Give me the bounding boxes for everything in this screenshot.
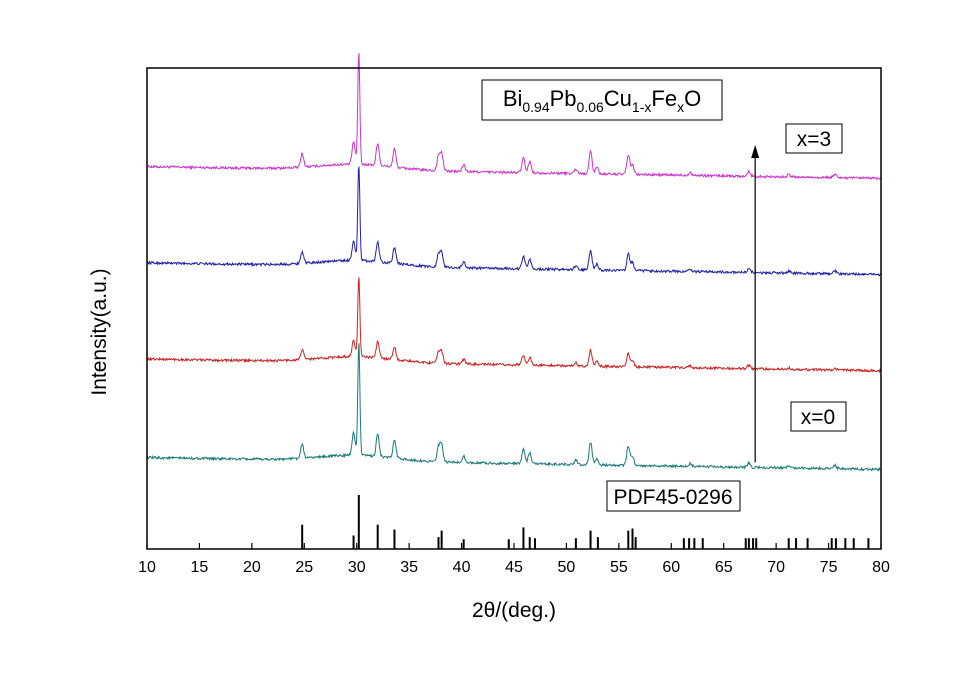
x-tick-label: 55 [610, 559, 628, 576]
x-tick-label: 65 [715, 559, 733, 576]
formula-bi-sub: 0.94 [522, 99, 549, 115]
x-tick-label: 25 [295, 559, 313, 576]
xrd-series-0 [146, 53, 882, 181]
x-axis-title: 2θ/(deg.) [472, 599, 556, 622]
label-x0: x=0 [790, 401, 847, 432]
x-axis-ticks: 10 15 20 25 30 35 40 45 50 55 60 65 70 75 80 [138, 543, 890, 576]
x-tick-label: 45 [505, 559, 523, 576]
formula-box: Bi0.94Pb0.06Cu1-xFexO [481, 79, 723, 121]
formula-fe-sub: x [677, 99, 684, 115]
x-tick-label: 40 [453, 559, 471, 576]
x-tick-label: 75 [820, 559, 838, 576]
label-reference-text: PDF45-0296 [613, 486, 732, 509]
arrow-head [751, 144, 760, 158]
label-x0-text: x=0 [801, 406, 835, 429]
xrd-series-1 [146, 166, 881, 277]
label-reference: PDF45-0296 [606, 480, 741, 512]
label-x3-text: x=3 [797, 128, 831, 151]
x-tick-label: 30 [348, 559, 366, 576]
y-axis-title: Intensity(a.u.) [88, 268, 111, 395]
x-tick-label: 20 [243, 559, 261, 576]
formula-pb: Pb [550, 86, 577, 111]
reference-pattern [301, 495, 870, 549]
x-tick-label: 15 [191, 559, 209, 576]
formula-cu: Cu [604, 86, 632, 111]
x-tick-label: 80 [872, 559, 890, 576]
series-layer [146, 53, 882, 472]
x-tick-label: 70 [767, 559, 785, 576]
xrd-series-3 [146, 343, 881, 472]
x-tick-label: 50 [558, 559, 576, 576]
label-x3: x=3 [785, 123, 843, 154]
formula-o: O [684, 86, 701, 111]
formula-pb-sub: 0.06 [577, 99, 604, 115]
formula-bi: Bi [503, 86, 523, 111]
x-tick-label: 60 [662, 559, 680, 576]
xrd-series-2 [146, 277, 882, 374]
formula-fe: Fe [651, 86, 677, 111]
x-tick-label: 10 [138, 559, 156, 576]
plot-frame [146, 67, 882, 550]
x-tick-label: 35 [400, 559, 418, 576]
formula-text: Bi0.94Pb0.06Cu1-xFexO [503, 86, 701, 115]
formula-cu-sub: 1-x [632, 99, 651, 115]
trend-arrow [751, 144, 760, 463]
